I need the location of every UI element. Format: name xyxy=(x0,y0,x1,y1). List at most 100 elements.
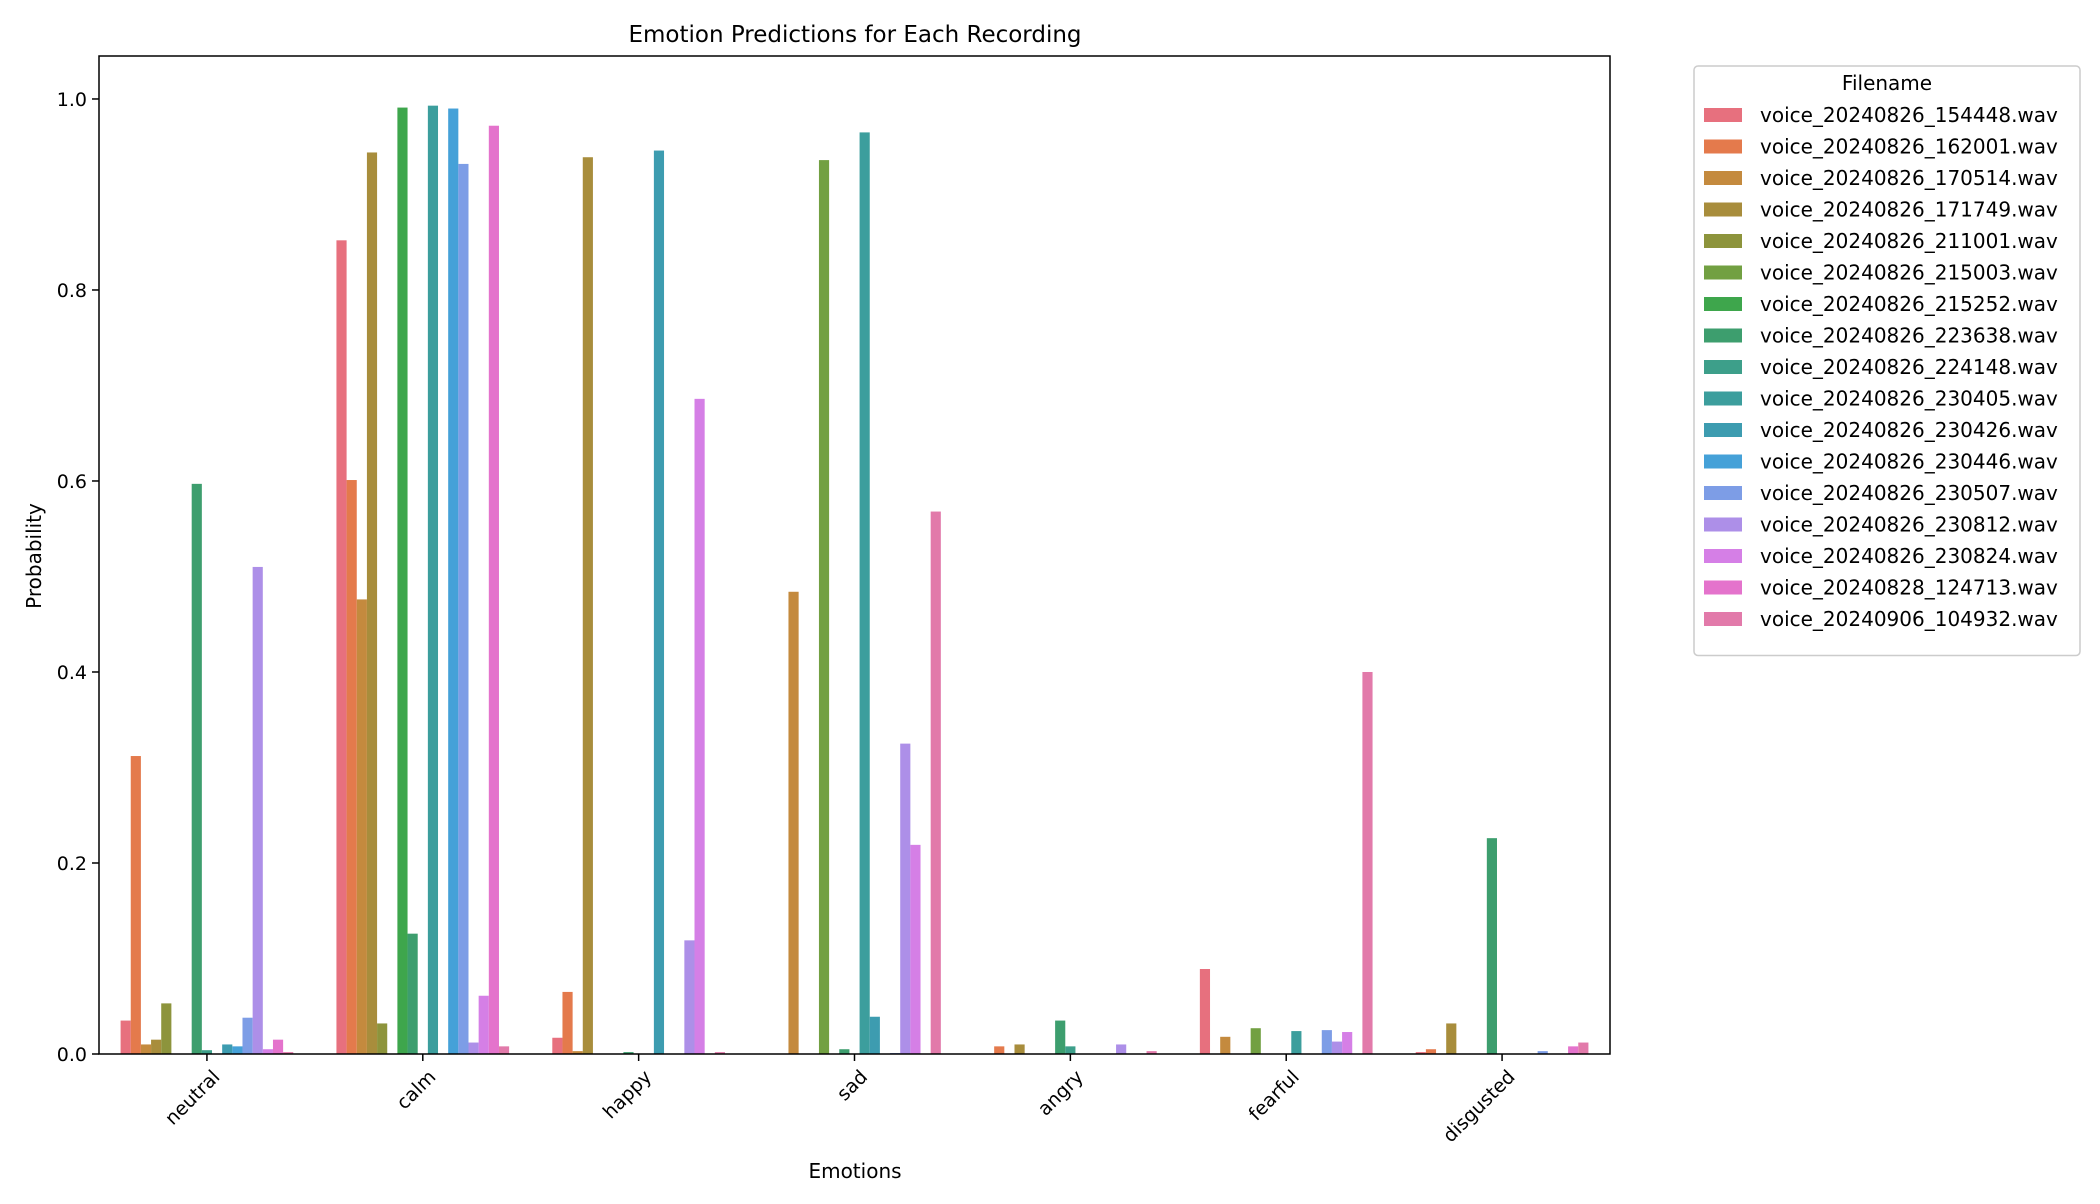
series-bars xyxy=(120,240,1426,1054)
bar xyxy=(336,240,347,1054)
legend-swatch xyxy=(1704,202,1742,217)
x-tick-label: disgusted xyxy=(1439,1066,1520,1147)
series-bars xyxy=(151,152,1457,1055)
bar xyxy=(1199,969,1211,1054)
bar xyxy=(1146,1051,1157,1054)
bar xyxy=(839,1049,850,1054)
legend: Filename voice_20240826_154448.wav voice_2… xyxy=(1693,65,2081,657)
legend-item: voice_20240826_215003.wav xyxy=(1704,261,2058,285)
bar xyxy=(1220,1036,1231,1054)
legend-item: voice_20240828_124713.wav xyxy=(1704,576,2058,600)
bar xyxy=(1321,1030,1332,1054)
legend-swatch xyxy=(1704,486,1742,500)
bar xyxy=(222,1044,233,1054)
legend-label: voice_20240826_215003.wav xyxy=(1760,261,2058,285)
bar xyxy=(272,1039,284,1054)
bar xyxy=(1578,1042,1589,1054)
legend-title: Filename xyxy=(1842,71,1932,95)
bar xyxy=(1537,1051,1548,1054)
legend-label: voice_20240826_215252.wav xyxy=(1760,292,2058,316)
y-tick-label: 0.8 xyxy=(57,280,87,302)
bar xyxy=(1446,1023,1457,1054)
bar xyxy=(498,1046,510,1054)
series-bars xyxy=(252,566,1343,1054)
x-tick-label: sad xyxy=(833,1066,872,1105)
bar xyxy=(1116,1044,1127,1054)
bar xyxy=(1568,1046,1579,1054)
y-tick-label: 1.0 xyxy=(57,89,87,111)
legend-item: voice_20240826_230446.wav xyxy=(1704,450,2058,474)
legend-swatch xyxy=(1704,517,1742,532)
series-bars xyxy=(242,163,1548,1055)
legend-item: voice_20240826_230824.wav xyxy=(1704,544,2058,568)
legend-label: voice_20240826_162001.wav xyxy=(1760,135,2058,159)
bar xyxy=(130,756,141,1054)
bar xyxy=(684,940,695,1054)
bar xyxy=(140,1044,152,1054)
legend-item: voice_20240826_211001.wav xyxy=(1704,229,2058,253)
legend-swatch xyxy=(1704,139,1742,154)
legend-swatch xyxy=(1704,360,1742,374)
bar xyxy=(694,398,705,1055)
legend-item: voice_20240826_154448.wav xyxy=(1704,103,2058,127)
series-bars xyxy=(262,398,1353,1055)
legend-label: voice_20240826_230812.wav xyxy=(1760,513,2058,537)
bar xyxy=(552,1037,563,1054)
legend-label: voice_20240826_230507.wav xyxy=(1760,481,2058,505)
bar xyxy=(366,152,378,1054)
legend-label: voice_20240826_223638.wav xyxy=(1760,324,2058,348)
series-bars xyxy=(161,1003,388,1054)
legend-swatch xyxy=(1704,612,1742,626)
bar xyxy=(151,1039,162,1054)
legend-swatch xyxy=(1704,391,1742,406)
bar xyxy=(262,1049,273,1054)
legend-swatch xyxy=(1704,423,1742,437)
bar xyxy=(859,132,870,1054)
bar xyxy=(191,483,202,1055)
legend-swatch xyxy=(1704,297,1742,311)
bar xyxy=(161,1003,172,1054)
bar xyxy=(818,160,830,1055)
bar xyxy=(377,1023,388,1054)
legend-swatch xyxy=(1704,234,1742,248)
legend-item: voice_20240826_215252.wav xyxy=(1704,292,2058,316)
y-axis-label: Probability xyxy=(22,503,46,609)
bar xyxy=(1425,1049,1437,1054)
plot-area xyxy=(120,105,1589,1055)
legend-item: voice_20240826_224148.wav xyxy=(1704,355,2058,379)
legend-item: voice_20240826_162001.wav xyxy=(1704,135,2058,159)
series-bars xyxy=(818,160,1261,1055)
bar xyxy=(1342,1032,1353,1054)
bar xyxy=(488,125,499,1055)
legend-swatch xyxy=(1704,265,1742,280)
bar xyxy=(714,1052,725,1054)
legend-label: voice_20240826_230405.wav xyxy=(1760,387,2058,411)
y-tick-label: 0.0 xyxy=(57,1044,87,1066)
bar xyxy=(232,1046,243,1054)
bar xyxy=(582,157,593,1055)
legend-label: voice_20240828_124713.wav xyxy=(1760,576,2058,600)
series-bars xyxy=(140,591,1231,1054)
legend-swatch xyxy=(1704,108,1742,122)
x-tick-label: neutral xyxy=(161,1066,225,1130)
legend-swatch xyxy=(1704,580,1742,595)
x-tick-label: fearful xyxy=(1244,1066,1303,1125)
y-tick-label: 0.2 xyxy=(57,853,87,875)
x-axis-label: Emotions xyxy=(808,1159,901,1183)
legend-swatch xyxy=(1704,454,1742,469)
legend-label: voice_20240826_154448.wav xyxy=(1760,103,2058,127)
legend-label: voice_20240826_170514.wav xyxy=(1760,166,2058,190)
bar xyxy=(356,599,367,1054)
bar xyxy=(930,511,941,1054)
series-bars xyxy=(427,105,1302,1054)
bar xyxy=(869,1016,880,1054)
bar xyxy=(572,1051,583,1054)
legend-label: voice_20240826_230446.wav xyxy=(1760,450,2058,474)
plot-frame xyxy=(98,55,1611,1055)
legend-label: voice_20240826_171749.wav xyxy=(1760,198,2058,222)
bar xyxy=(448,108,459,1054)
bar xyxy=(1014,1044,1025,1054)
series-bars xyxy=(283,511,1589,1054)
series-bars xyxy=(201,1046,1076,1054)
